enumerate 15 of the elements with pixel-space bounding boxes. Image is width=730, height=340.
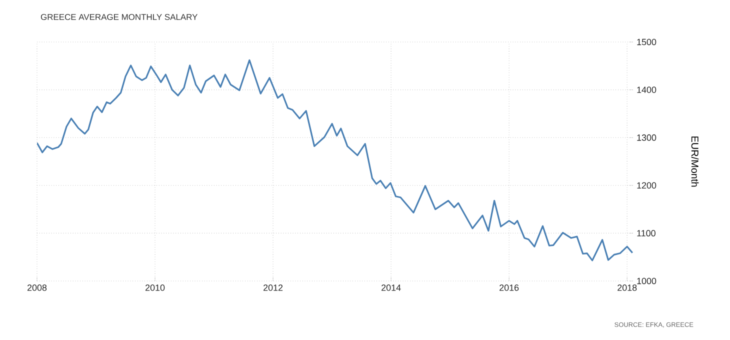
x-tick-label: 2018 [618, 284, 637, 291]
chart-title: GREECE AVERAGE MONTHLY SALARY [40, 14, 198, 20]
y-tick-label: 1300 [637, 134, 656, 141]
x-tick-label: 2010 [146, 284, 165, 291]
x-tick-label: 2012 [264, 284, 283, 291]
y-axis-title: EUR/Month [691, 136, 699, 187]
y-tick-label: 1200 [637, 182, 656, 189]
line-series [37, 59, 634, 262]
y-tick-label: 1000 [637, 278, 656, 284]
y-tick-label: 1100 [637, 230, 656, 236]
y-tick-label: 1400 [637, 86, 656, 93]
x-tick-label: 2014 [382, 284, 401, 291]
x-tick-label: 2008 [27, 284, 47, 291]
x-tick-label: 2016 [500, 284, 519, 291]
y-tick-label: 1500 [637, 38, 656, 46]
